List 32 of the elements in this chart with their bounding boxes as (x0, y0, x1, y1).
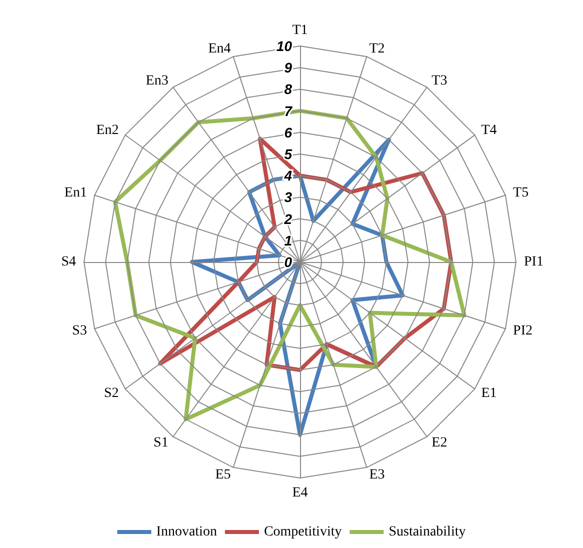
spoke-label: E3 (369, 468, 385, 483)
spoke-label: T5 (513, 185, 529, 200)
legend-label: Competitivity (264, 524, 342, 540)
spoke-label: PI2 (513, 324, 532, 339)
spoke-label: En2 (96, 122, 119, 138)
y-tick-label: 8 (284, 81, 292, 98)
y-tick-label: 2 (283, 210, 292, 227)
spoke-label: E4 (292, 486, 308, 500)
y-tick-label: 5 (284, 146, 292, 162)
spoke-label: S3 (72, 324, 87, 339)
y-tick-label: 1 (284, 232, 292, 248)
spoke-label: En3 (146, 73, 168, 88)
spoke-label: T2 (369, 41, 385, 56)
spoke-label: S2 (104, 386, 119, 402)
spoke-label: E1 (481, 386, 497, 402)
y-tick-label: 6 (284, 124, 292, 140)
spoke-label: T3 (432, 73, 448, 88)
spoke-label: En4 (208, 41, 231, 56)
spoke-label: S4 (61, 254, 76, 270)
spoke-label: T4 (481, 122, 497, 138)
legend-label: Sustainability (388, 524, 466, 540)
spoke-label: S1 (154, 436, 168, 451)
spoke-label: PI1 (524, 254, 544, 270)
spoke-label: E5 (215, 468, 231, 483)
y-tick-label: 9 (284, 60, 292, 76)
legend-label: Innovation (156, 524, 217, 540)
y-tick-label: 10 (276, 38, 292, 54)
y-tick-label: 0 (284, 254, 292, 270)
spoke-label: En1 (64, 185, 87, 200)
spoke-label: E2 (432, 436, 448, 451)
spoke-label: T1 (292, 23, 308, 38)
y-tick-label: 3 (284, 189, 292, 206)
